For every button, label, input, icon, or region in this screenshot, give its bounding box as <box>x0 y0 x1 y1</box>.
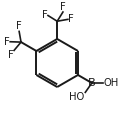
Text: HO: HO <box>69 92 85 102</box>
Text: F: F <box>8 50 14 60</box>
Text: F: F <box>4 37 10 47</box>
Text: OH: OH <box>104 78 119 88</box>
Text: F: F <box>60 2 66 12</box>
Text: B: B <box>88 78 96 88</box>
Text: F: F <box>42 10 48 20</box>
Text: F: F <box>16 21 22 31</box>
Text: F: F <box>68 14 74 24</box>
